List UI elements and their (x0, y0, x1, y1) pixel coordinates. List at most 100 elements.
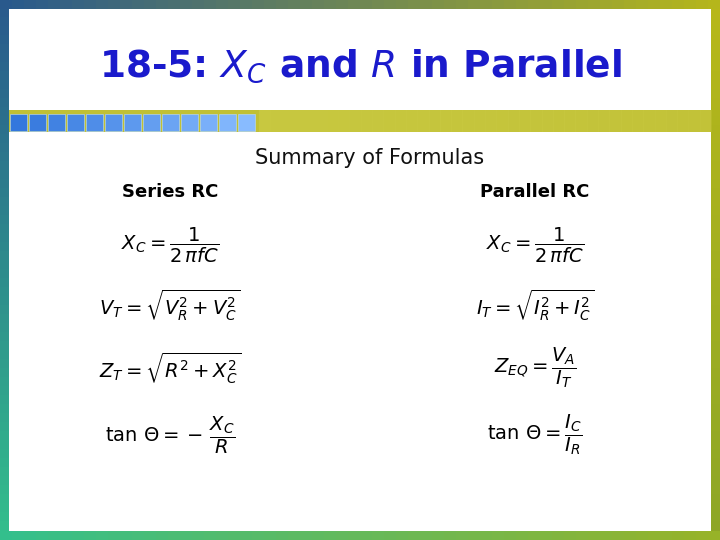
Bar (496, 110, 508, 132)
Bar (72, 531, 85, 540)
Bar (648, 531, 661, 540)
Bar (600, 531, 613, 540)
Bar (711, 188, 720, 198)
Bar (711, 404, 720, 414)
Bar (711, 233, 720, 243)
Text: Series RC: Series RC (122, 183, 218, 201)
Bar (711, 485, 720, 495)
Bar (711, 350, 720, 360)
Bar (204, 531, 217, 540)
Bar (540, 531, 553, 540)
Bar (711, 467, 720, 477)
Bar (708, 0, 720, 9)
Bar (684, 0, 697, 9)
Bar (0, 125, 9, 135)
Bar (0, 386, 9, 396)
Bar (474, 110, 486, 132)
Bar (711, 287, 720, 297)
Bar (408, 531, 421, 540)
Bar (282, 110, 294, 132)
Bar (168, 0, 181, 9)
Bar (162, 114, 179, 131)
Bar (711, 215, 720, 225)
Bar (516, 531, 529, 540)
Bar (575, 110, 588, 132)
Bar (132, 531, 145, 540)
Bar (132, 0, 145, 9)
Bar (711, 0, 720, 9)
Bar (480, 531, 493, 540)
Bar (711, 269, 720, 279)
Bar (324, 0, 337, 9)
Bar (711, 305, 720, 315)
Bar (711, 53, 720, 63)
Bar (338, 110, 351, 132)
Bar (0, 368, 9, 378)
Bar (711, 197, 720, 207)
Bar (598, 110, 611, 132)
Text: 18-5: $X_C$ and $R$ in Parallel: 18-5: $X_C$ and $R$ in Parallel (99, 47, 621, 85)
Text: $Z_T = \sqrt{R^2 + X_C^2}$: $Z_T = \sqrt{R^2 + X_C^2}$ (99, 350, 241, 386)
Bar (587, 110, 599, 132)
Bar (456, 531, 469, 540)
Bar (0, 53, 9, 63)
Bar (0, 197, 9, 207)
Bar (12, 0, 25, 9)
Bar (288, 0, 301, 9)
Bar (711, 512, 720, 522)
Bar (372, 0, 385, 9)
Bar (711, 431, 720, 441)
Bar (120, 0, 133, 9)
Bar (0, 134, 9, 144)
Bar (711, 476, 720, 486)
Bar (0, 269, 9, 279)
Bar (711, 278, 720, 288)
Bar (384, 531, 397, 540)
Bar (0, 395, 9, 405)
Bar (108, 531, 121, 540)
Bar (444, 0, 457, 9)
Bar (684, 531, 697, 540)
Text: $Z_{EQ} = \dfrac{V_A}{I_T}$: $Z_{EQ} = \dfrac{V_A}{I_T}$ (494, 346, 577, 390)
Bar (456, 0, 469, 9)
Bar (711, 395, 720, 405)
Bar (72, 0, 85, 9)
Bar (552, 531, 565, 540)
Bar (711, 206, 720, 216)
Bar (143, 114, 160, 131)
Bar (84, 531, 97, 540)
Bar (612, 0, 625, 9)
Bar (468, 0, 481, 9)
Bar (552, 0, 565, 9)
Bar (48, 114, 65, 131)
Bar (711, 8, 720, 18)
Bar (0, 44, 9, 54)
Bar (711, 503, 720, 513)
Bar (564, 531, 577, 540)
Bar (312, 0, 325, 9)
Bar (0, 224, 9, 234)
Bar (60, 531, 73, 540)
Bar (327, 110, 339, 132)
Bar (0, 413, 9, 423)
Bar (0, 485, 9, 495)
Bar (12, 531, 25, 540)
Bar (10, 114, 27, 131)
Bar (276, 0, 289, 9)
Bar (29, 114, 46, 131)
Bar (96, 0, 109, 9)
Bar (0, 206, 9, 216)
Bar (708, 531, 720, 540)
Bar (0, 458, 9, 468)
Bar (264, 0, 277, 9)
Bar (0, 332, 9, 342)
Bar (417, 110, 430, 132)
Bar (0, 449, 9, 459)
Bar (396, 0, 409, 9)
Bar (432, 0, 445, 9)
Bar (711, 332, 720, 342)
Bar (396, 531, 409, 540)
Bar (0, 287, 9, 297)
Bar (216, 531, 229, 540)
Bar (677, 110, 690, 132)
